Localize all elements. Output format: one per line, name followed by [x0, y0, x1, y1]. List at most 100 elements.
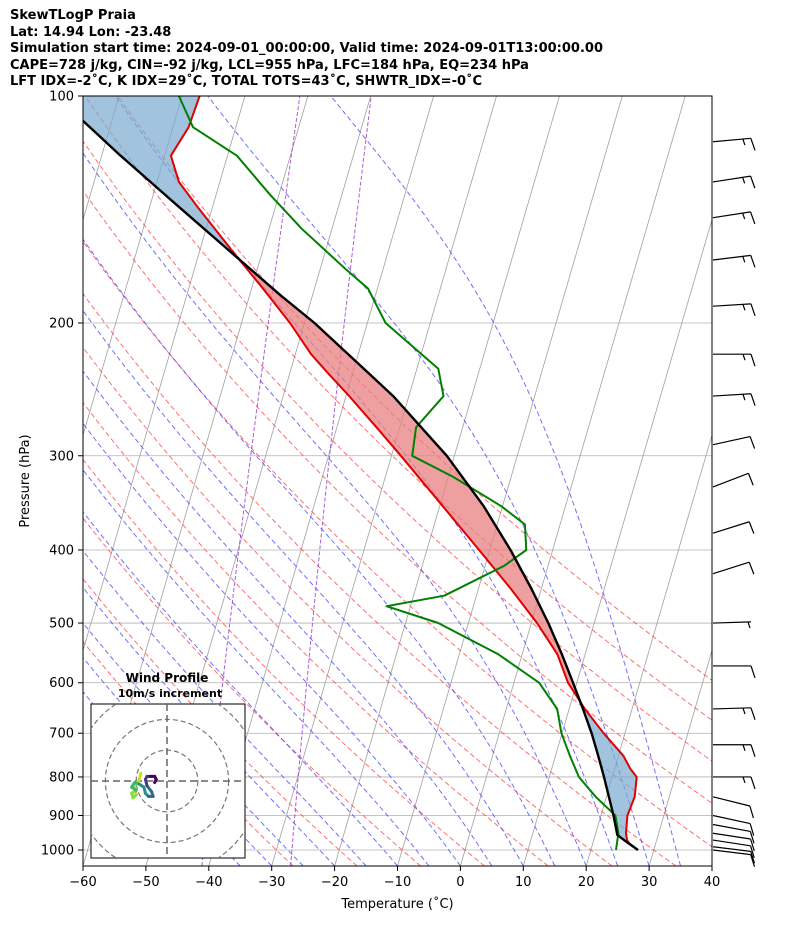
moist-adiabat: [83, 469, 430, 866]
barb-flag: [749, 805, 754, 819]
cin-area: [83, 96, 238, 258]
barb-flag: [750, 665, 756, 679]
x-tick-label: 0: [456, 875, 464, 890]
x-tick-label: −20: [321, 875, 348, 890]
y-axis-label: Pressure (hPa): [18, 434, 33, 527]
indices-line: LFT IDX=-2˚C, K IDX=29˚C, TOTAL TOTS=43˚…: [10, 74, 483, 90]
moist-adiabat: [330, 96, 681, 866]
barb-staff: [712, 849, 751, 856]
moist-adiabat: [207, 96, 650, 866]
dry-adiabat: [83, 189, 712, 804]
barb-half: [742, 394, 746, 401]
hodograph-title: Wind Profile: [126, 671, 209, 685]
barb-staff: [712, 393, 751, 397]
barb-flag: [749, 823, 755, 836]
isotherm-line: [83, 96, 183, 437]
hodograph-subtitle: 10m/s increment: [118, 687, 222, 700]
moist-adiabat: [115, 96, 619, 866]
wind-barb: [712, 814, 755, 836]
wind-barb: [712, 436, 756, 449]
barb-flag: [748, 562, 755, 575]
barb-staff: [712, 472, 749, 488]
barb-flag: [749, 211, 756, 225]
barb-half: [742, 744, 746, 751]
chart-header: SkewTLogP Praia Lat: 14.94 Lon: -23.48 S…: [10, 8, 603, 91]
barb-staff: [712, 137, 751, 143]
x-tick-label: 20: [578, 875, 595, 890]
barb-staff: [712, 561, 750, 575]
barb-staff: [712, 175, 751, 183]
barb-staff: [712, 436, 751, 446]
isotherm-line: [208, 96, 434, 866]
dry-adiabat: [83, 292, 677, 866]
barb-staff: [712, 823, 751, 833]
barb-flag: [750, 744, 756, 757]
wind-barb: [712, 561, 755, 575]
y-tick-label: 800: [49, 770, 74, 785]
wind-barb: [712, 393, 756, 406]
wind-barb: [712, 796, 754, 819]
barb-half: [742, 304, 746, 311]
isotherm-line: [648, 649, 712, 866]
dry-adiabat: [83, 140, 712, 762]
barb-flag: [749, 175, 756, 189]
dry-adiabat: [84, 96, 712, 721]
dry-adiabat: [83, 346, 613, 866]
barb-staff: [712, 254, 751, 261]
barb-half: [742, 776, 746, 784]
wind-barb: [712, 849, 756, 867]
barb-half: [742, 354, 746, 361]
isotherm-line: [271, 96, 497, 866]
x-tick-label: 40: [704, 875, 721, 890]
x-tick-label: −40: [195, 875, 222, 890]
barb-staff: [712, 846, 751, 852]
wind-barb: [712, 254, 756, 268]
barb-flag: [747, 473, 754, 486]
location-line: Lat: 14.94 Lon: -23.48: [10, 24, 172, 40]
wind-barb: [712, 211, 756, 225]
barb-half: [742, 177, 746, 184]
barb-flag: [748, 521, 755, 534]
barb-flag: [750, 354, 756, 367]
moist-adiabat: [83, 238, 556, 866]
hodograph-plot: [91, 704, 245, 858]
wind-barb: [712, 707, 756, 720]
y-tick-label: 200: [49, 316, 74, 331]
barb-staff: [712, 211, 751, 219]
barb-flag: [750, 303, 756, 317]
time-line: Simulation start time: 2024-09-01_00:00:…: [10, 41, 603, 57]
temperature-line: [169, 96, 639, 851]
x-axis-label: Temperature (˚C): [340, 896, 453, 912]
barb-staff: [712, 796, 751, 807]
barb-staff: [712, 814, 751, 825]
cape-area: [237, 258, 580, 701]
hodograph: [90, 703, 246, 859]
chart-title: SkewTLogP Praia: [10, 8, 136, 23]
barb-half: [742, 212, 746, 220]
x-tick-label: 10: [515, 875, 532, 890]
moist-adiabat: [83, 622, 304, 866]
wind-barb: [712, 832, 755, 852]
moist-adiabat: [83, 549, 367, 866]
barb-flag: [750, 393, 756, 406]
barb-flag: [750, 851, 756, 864]
barb-half: [742, 256, 746, 263]
barb-flag: [749, 831, 755, 844]
dry-adiabat: [83, 401, 549, 866]
wind-barb: [713, 744, 756, 757]
moist-adiabat: [83, 586, 335, 866]
profile-layer: [83, 96, 639, 851]
wind-barb: [712, 846, 756, 864]
wind-barbs: [712, 137, 756, 867]
wind-barb: [712, 521, 755, 534]
hodograph-segment: [153, 777, 158, 785]
wind-barb: [712, 839, 755, 858]
x-tick-label: 30: [641, 875, 658, 890]
x-tick-label: −30: [258, 875, 285, 890]
wind-barb: [712, 823, 755, 844]
barb-half: [742, 707, 746, 715]
dry-adiabat: [83, 240, 712, 848]
dry-adiabat: [83, 458, 485, 866]
wind-barb: [713, 776, 756, 790]
